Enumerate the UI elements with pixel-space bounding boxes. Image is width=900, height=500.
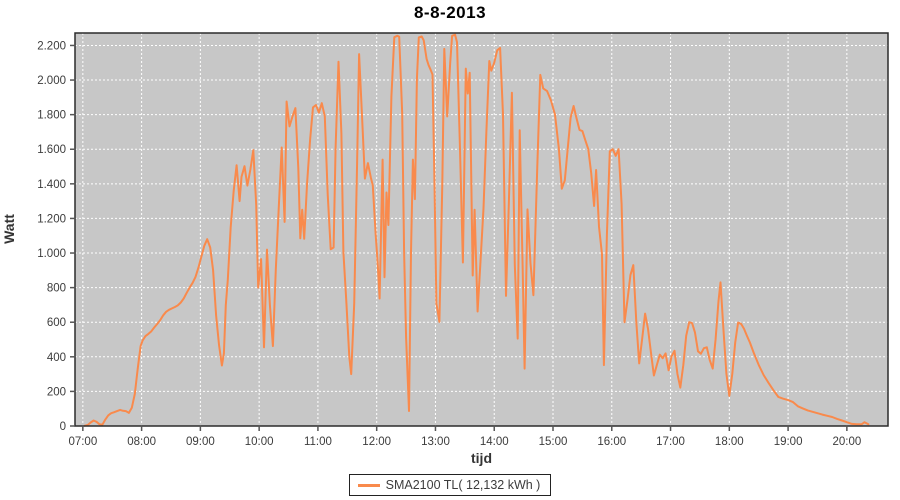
x-tick-label: 09:00 [186,436,215,448]
y-tick-label: 800 [47,283,66,295]
y-tick-label: 200 [47,386,66,398]
y-tick-label: 2.200 [37,40,66,52]
x-tick-label: 16:00 [597,436,626,448]
y-axis-label: Watt [1,214,17,244]
y-tick-label: 1.800 [37,110,66,122]
legend: SMA2100 TL( 12,132 kWh ) [348,474,552,496]
y-tick-label: 1.400 [37,179,66,191]
x-tick-label: 18:00 [715,436,744,448]
y-tick-label: 1.600 [37,144,66,156]
x-tick-label: 07:00 [68,436,97,448]
y-tick-label: 1.000 [37,248,66,260]
x-tick-label: 20:00 [832,436,861,448]
y-tick-label: 1.200 [37,213,66,225]
x-tick-label: 10:00 [245,436,274,448]
x-tick-label: 17:00 [656,436,685,448]
legend-label: SMA2100 TL( 12,132 kWh ) [385,478,541,492]
x-tick-label: 12:00 [362,436,391,448]
x-tick-label: 14:00 [480,436,509,448]
chart-title: 8-8-2013 [413,3,487,22]
x-tick-label: 19:00 [774,436,803,448]
x-tick-label: 11:00 [304,436,332,448]
x-tick-label: 13:00 [421,436,450,448]
plot-frame [74,32,889,427]
x-tick-label: 15:00 [539,436,568,448]
x-axis-label: tijd [471,450,492,466]
y-tick-label: 0 [60,421,66,433]
x-tick-label: 08:00 [127,436,156,448]
y-tick-label: 400 [47,352,66,364]
y-tick-label: 2.000 [37,75,66,87]
y-tick-label: 600 [47,317,66,329]
legend-line-swatch [357,483,380,487]
series-line [83,33,870,427]
